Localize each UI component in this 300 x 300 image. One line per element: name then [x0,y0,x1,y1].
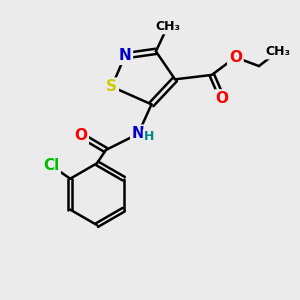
Text: CH₃: CH₃ [266,45,291,58]
Text: N: N [118,48,131,63]
Text: CH₃: CH₃ [155,20,180,33]
Text: O: O [216,91,229,106]
Text: O: O [229,50,242,65]
Text: H: H [144,130,154,143]
Text: O: O [74,128,87,143]
Text: Cl: Cl [43,158,59,173]
Text: S: S [106,79,117,94]
Text: N: N [132,126,145,141]
